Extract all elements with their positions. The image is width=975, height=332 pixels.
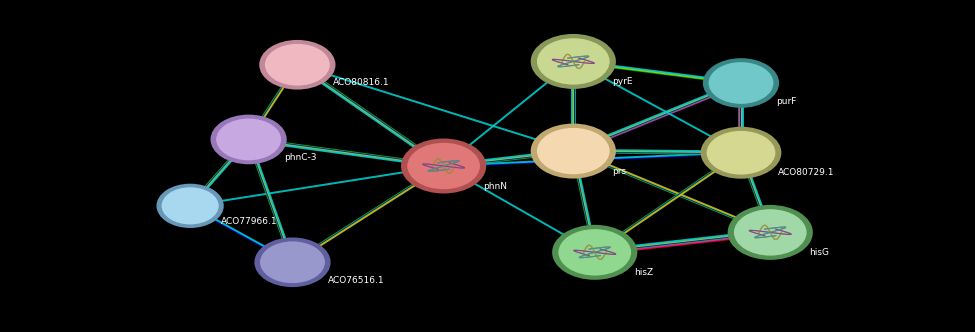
Ellipse shape xyxy=(706,130,776,175)
Text: prs: prs xyxy=(612,167,626,176)
Ellipse shape xyxy=(703,58,779,108)
Ellipse shape xyxy=(701,127,781,179)
Ellipse shape xyxy=(708,61,774,105)
Ellipse shape xyxy=(530,124,616,179)
Ellipse shape xyxy=(733,208,807,256)
Text: phnC-3: phnC-3 xyxy=(284,153,316,162)
Text: ACO80729.1: ACO80729.1 xyxy=(778,168,835,177)
Text: purF: purF xyxy=(776,97,797,106)
Text: phnN: phnN xyxy=(483,182,507,191)
Ellipse shape xyxy=(264,43,331,86)
Ellipse shape xyxy=(530,34,616,89)
Text: hisZ: hisZ xyxy=(634,268,653,277)
Ellipse shape xyxy=(215,118,282,161)
Ellipse shape xyxy=(156,184,223,228)
Ellipse shape xyxy=(536,127,610,175)
Ellipse shape xyxy=(552,225,638,280)
Ellipse shape xyxy=(259,241,326,284)
Ellipse shape xyxy=(727,205,813,260)
Ellipse shape xyxy=(161,187,219,225)
Ellipse shape xyxy=(536,38,610,85)
Ellipse shape xyxy=(407,142,481,190)
Text: ACO76516.1: ACO76516.1 xyxy=(328,276,384,285)
Text: hisG: hisG xyxy=(809,248,830,257)
Text: ACO80816.1: ACO80816.1 xyxy=(332,78,389,87)
Ellipse shape xyxy=(259,40,335,90)
Ellipse shape xyxy=(211,115,287,164)
Ellipse shape xyxy=(558,228,632,276)
Text: ACO77966.1: ACO77966.1 xyxy=(221,217,278,226)
Ellipse shape xyxy=(254,237,331,287)
Text: pyrE: pyrE xyxy=(612,77,633,86)
Ellipse shape xyxy=(401,138,487,194)
